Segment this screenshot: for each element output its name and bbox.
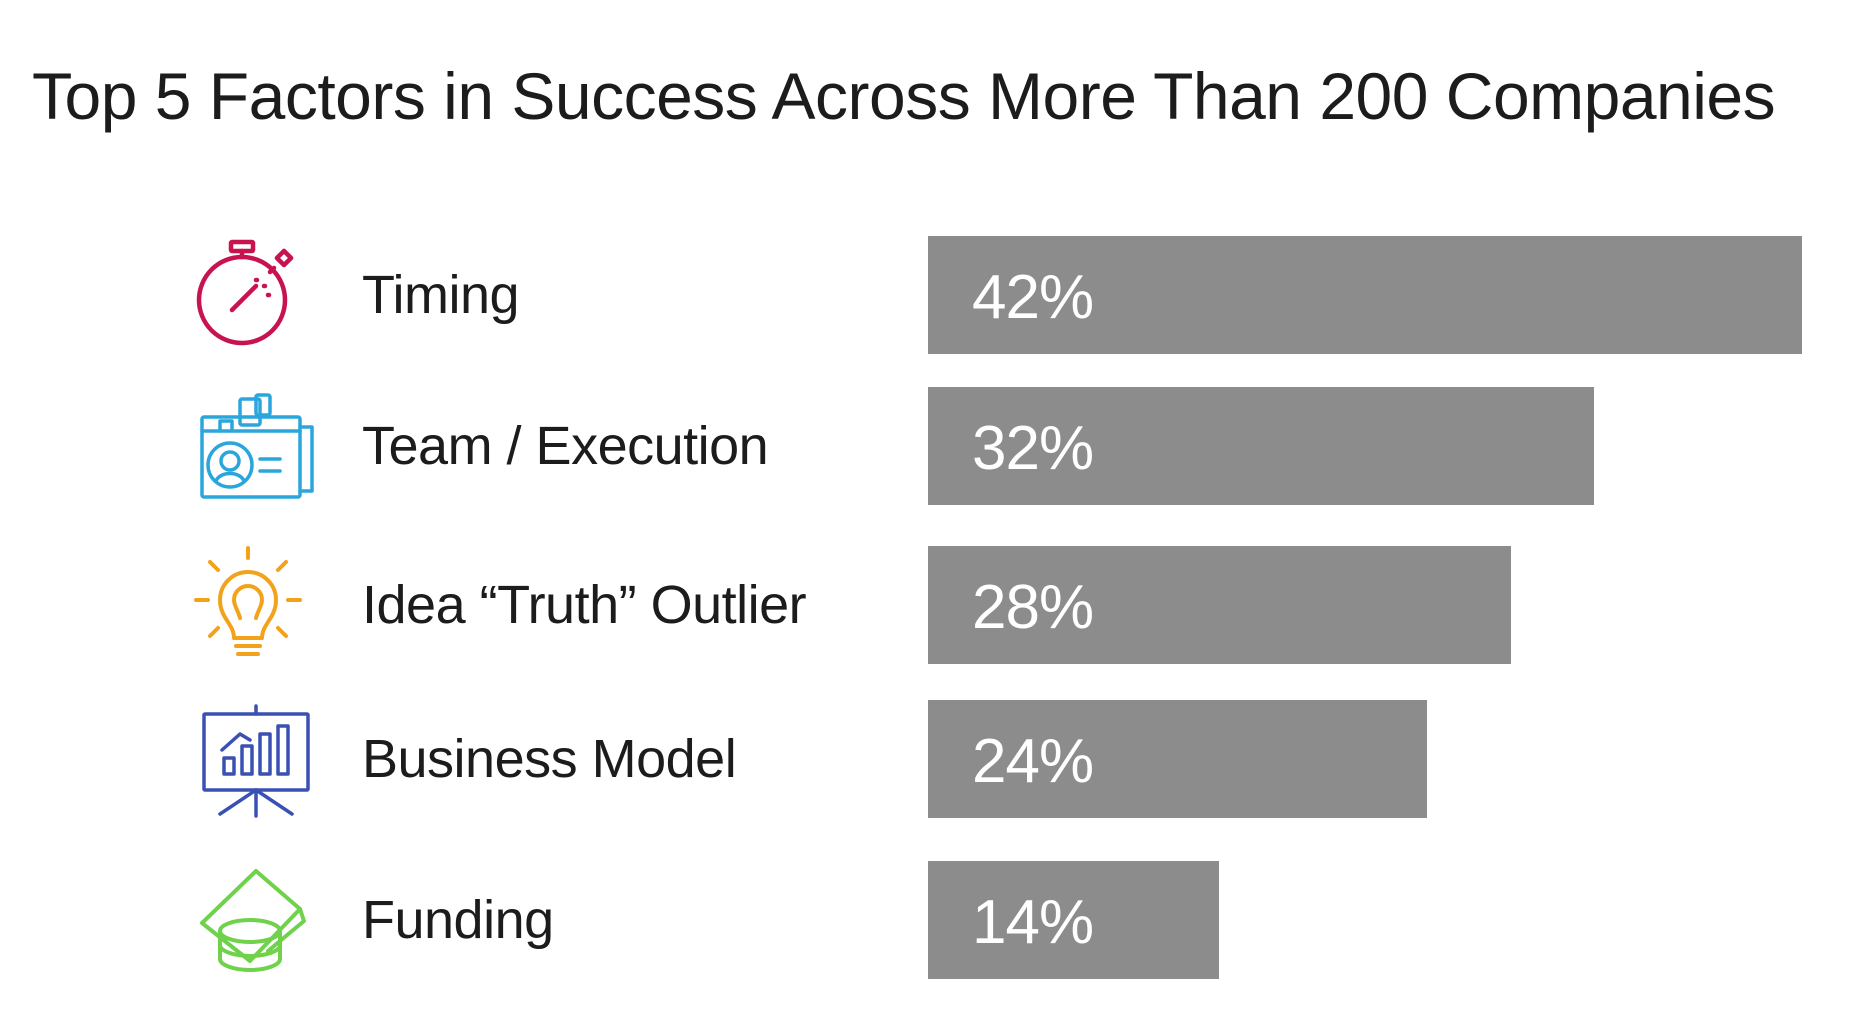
bar: 32%	[928, 387, 1594, 505]
category-label: Business Model	[362, 729, 737, 789]
category-label: Team / Execution	[362, 416, 769, 476]
chart-row: Funding 14%	[0, 861, 1854, 979]
lightbulb-icon	[190, 546, 320, 664]
bar-value-label: 32%	[972, 414, 1094, 483]
chart-row: Business Model 24%	[0, 700, 1854, 818]
bar: 14%	[928, 861, 1219, 979]
chart-title: Top 5 Factors in Success Across More Tha…	[32, 59, 1776, 133]
category-label: Timing	[362, 265, 520, 325]
bar-value-label: 42%	[972, 263, 1094, 332]
bar: 28%	[928, 546, 1511, 664]
money-coins-icon	[190, 861, 320, 979]
bar: 42%	[928, 236, 1802, 354]
bar-value-label: 24%	[972, 727, 1094, 796]
chart-row: Idea “Truth” Outlier 28%	[0, 546, 1854, 664]
presentation-chart-icon	[190, 700, 320, 818]
category-label: Funding	[362, 890, 554, 950]
chart-row: Team / Execution 32%	[0, 387, 1854, 505]
stopwatch-icon	[190, 236, 320, 354]
chart-row: Timing 42%	[0, 236, 1854, 354]
bar-value-label: 14%	[972, 888, 1094, 957]
category-label: Idea “Truth” Outlier	[362, 575, 807, 635]
bar: 24%	[928, 700, 1427, 818]
bar-value-label: 28%	[972, 573, 1094, 642]
id-badge-icon	[190, 387, 320, 505]
